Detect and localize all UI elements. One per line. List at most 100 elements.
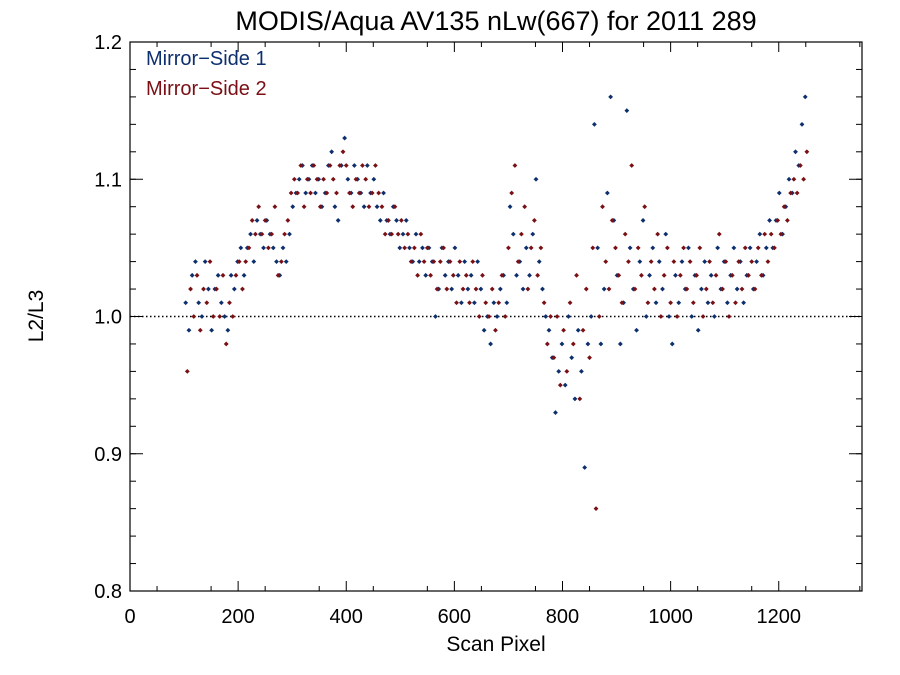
data-point — [705, 300, 711, 306]
data-point — [512, 163, 518, 168]
data-point — [600, 204, 605, 210]
data-point — [681, 245, 686, 251]
data-point — [531, 218, 537, 223]
data-point — [463, 272, 469, 278]
data-point — [411, 245, 417, 251]
data-point — [379, 204, 385, 210]
data-point — [527, 272, 532, 278]
data-point — [364, 163, 370, 168]
data-point — [486, 314, 492, 319]
data-point — [434, 286, 440, 292]
data-point — [544, 341, 550, 347]
data-point — [686, 245, 691, 251]
data-point — [465, 286, 471, 292]
data-point — [663, 231, 669, 237]
data-point — [215, 272, 221, 278]
data-point — [528, 245, 534, 251]
data-point — [402, 245, 408, 251]
data-point — [210, 314, 216, 319]
data-point — [519, 231, 524, 237]
data-point — [559, 341, 565, 347]
data-point — [389, 231, 395, 237]
data-point — [567, 300, 573, 306]
data-point — [804, 149, 810, 155]
data-point — [572, 396, 578, 402]
data-point — [507, 204, 513, 210]
data-point — [510, 231, 516, 237]
data-point — [613, 245, 618, 251]
data-point — [218, 300, 224, 306]
data-point — [254, 218, 260, 223]
data-point — [640, 218, 646, 223]
data-point — [604, 190, 610, 196]
data-point — [694, 272, 699, 278]
data-point — [702, 259, 708, 264]
data-point — [596, 314, 602, 319]
data-point — [716, 231, 722, 237]
data-point — [282, 231, 288, 237]
data-point — [460, 286, 466, 292]
data-point — [188, 286, 193, 292]
data-point — [437, 259, 443, 264]
data-point — [775, 218, 781, 223]
data-point — [763, 245, 769, 251]
data-point — [626, 259, 631, 264]
data-point — [506, 245, 511, 251]
data-point — [361, 204, 367, 210]
data-point — [241, 272, 247, 278]
data-point — [377, 218, 383, 223]
data-point — [742, 245, 748, 251]
data-point — [595, 245, 601, 251]
data-point — [548, 314, 554, 319]
data-point — [363, 176, 369, 182]
data-point — [797, 163, 803, 168]
data-point — [700, 314, 706, 319]
data-point — [220, 272, 226, 278]
data-point — [189, 272, 195, 278]
data-point — [731, 245, 737, 251]
data-point — [321, 176, 326, 182]
data-point — [248, 231, 253, 237]
data-point — [643, 314, 649, 319]
legend-entry-mirror-side-1: Mirror−Side 1 — [146, 48, 267, 70]
data-point — [603, 259, 609, 264]
data-point — [540, 286, 545, 292]
data-point — [407, 245, 412, 251]
data-point — [557, 382, 563, 388]
data-point — [554, 314, 560, 319]
data-point — [199, 314, 205, 319]
data-point — [403, 218, 409, 223]
data-point — [256, 204, 262, 210]
data-point — [802, 94, 808, 100]
data-point — [313, 190, 318, 196]
data-point — [658, 314, 664, 319]
data-point — [637, 259, 643, 264]
data-point — [428, 272, 433, 278]
data-point — [634, 327, 639, 333]
data-point — [413, 231, 419, 237]
data-point — [455, 272, 461, 278]
data-point — [697, 245, 703, 251]
data-point — [193, 259, 198, 264]
data-point — [230, 314, 236, 319]
data-point — [562, 382, 568, 388]
data-point — [591, 121, 597, 127]
data-point — [202, 259, 208, 264]
x-tick-label: 800 — [546, 606, 579, 628]
x-tick-label: 400 — [330, 606, 363, 628]
data-point — [601, 286, 607, 292]
data-point — [324, 190, 330, 196]
data-point — [340, 149, 346, 155]
data-point — [397, 245, 403, 251]
data-point — [296, 176, 302, 182]
data-point — [449, 286, 455, 292]
data-point — [515, 259, 521, 264]
data-point — [444, 286, 450, 292]
data-point — [593, 506, 599, 512]
data-point — [290, 204, 296, 210]
data-point — [729, 272, 735, 278]
data-point — [564, 369, 570, 374]
data-point — [184, 369, 190, 374]
data-point — [351, 163, 357, 168]
